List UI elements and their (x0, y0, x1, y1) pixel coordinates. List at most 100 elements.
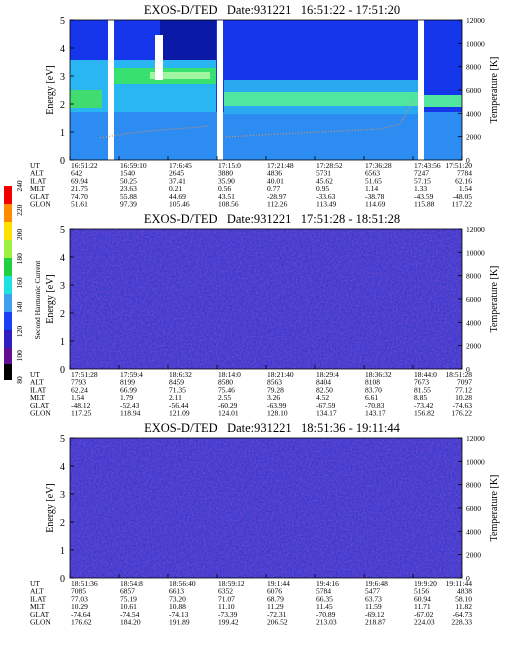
table-cell: 50.25 (120, 176, 137, 185)
table-cell: -52.43 (120, 401, 140, 410)
table-cell: 1.54 (71, 393, 84, 402)
table-cell: 0.95 (316, 184, 329, 193)
row-label: UT (30, 161, 40, 170)
table-cell: 1.54 (459, 184, 472, 193)
table-cell: 73.20 (169, 594, 186, 603)
table-cell: 128.10 (267, 409, 288, 418)
row-label: MLT (30, 184, 46, 193)
table-cell: -74.64 (71, 610, 91, 619)
y-tick-label: 1 (60, 128, 65, 139)
table-cell: 62.16 (455, 176, 472, 185)
table-cell: 228.33 (451, 618, 472, 627)
table-cell: 0.21 (169, 184, 182, 193)
table-cell: 19:6:48 (365, 579, 388, 588)
colorbar-label: Second Harmonic Current (33, 260, 42, 340)
table-cell: 58.10 (455, 594, 472, 603)
table-cell: 3.26 (267, 393, 280, 402)
y2-tick-label: 4000 (466, 527, 481, 536)
colorbar-tick-label: 200 (15, 229, 24, 241)
table-cell: -74.54 (120, 610, 140, 619)
table-cell: 642 (71, 169, 83, 178)
y-tick-label: 4 (60, 462, 65, 473)
row-label: GLAT (30, 192, 50, 201)
table-cell: 6.61 (365, 393, 378, 402)
table-cell: -60.29 (218, 401, 238, 410)
table-cell: 8459 (169, 378, 184, 387)
table-cell: 51.65 (365, 176, 382, 185)
y2-axis-label: Temperature [K] (489, 266, 500, 333)
y-tick-label: 3 (60, 490, 65, 501)
row-label: GLAT (30, 610, 50, 619)
y-tick-label: 0 (60, 365, 65, 376)
table-cell: 18:59:12 (218, 579, 245, 588)
table-cell: -28.97 (267, 192, 287, 201)
table-cell: 11.45 (316, 602, 333, 611)
table-cell: 45.62 (316, 176, 333, 185)
table-cell: 206.52 (267, 618, 288, 627)
table-cell: -48.05 (453, 192, 473, 201)
row-label: GLON (30, 618, 51, 627)
table-cell: 176.22 (451, 409, 472, 418)
table-cell: 7247 (414, 169, 429, 178)
table-cell: 68.79 (267, 594, 284, 603)
colorbar-tick-label: 180 (15, 253, 24, 265)
table-cell: -67.59 (316, 401, 336, 410)
table-cell: 11.29 (267, 602, 284, 611)
row-label: GLON (30, 409, 51, 418)
table-cell: -70.83 (365, 401, 385, 410)
table-cell: 5477 (365, 587, 380, 596)
colorbar (4, 186, 12, 380)
colorbar-tick-label: 160 (15, 277, 24, 289)
table-cell: 63.73 (365, 594, 382, 603)
table-cell: 77.03 (71, 594, 88, 603)
table-cell: 18:14:0 (218, 370, 241, 379)
y-tick-label: 5 (60, 16, 65, 27)
table-cell: 134.17 (316, 409, 337, 418)
y2-axis-label: Temperature [K] (489, 57, 500, 124)
spectrogram (70, 229, 462, 369)
table-cell: 17:51:28 (71, 370, 98, 379)
colorbar-tick-label: 140 (15, 301, 24, 313)
table-cell: 71.35 (169, 385, 186, 394)
row-label: GLON (30, 200, 51, 209)
table-cell: 4838 (457, 587, 472, 596)
table-cell: 16:51:22 (71, 161, 98, 170)
table-cell: 57.15 (414, 176, 431, 185)
table-cell: 17:36:28 (365, 161, 392, 170)
table-cell: 18:44:0 (414, 370, 437, 379)
table-cell: 17:21:48 (267, 161, 294, 170)
table-cell: 6352 (218, 587, 233, 596)
y2-tick-label: 10000 (466, 457, 485, 466)
y2-tick-label: 8000 (466, 272, 481, 281)
table-cell: 18:51:36 (71, 579, 98, 588)
table-cell: 7784 (457, 169, 472, 178)
table-cell: 184.20 (120, 618, 141, 627)
y-tick-label: 3 (60, 281, 65, 292)
y2-tick-label: 6000 (466, 86, 481, 95)
table-cell: 124.01 (218, 409, 239, 418)
table-cell: 113.49 (316, 200, 337, 209)
table-cell: 115.88 (414, 200, 435, 209)
y2-tick-label: 10000 (466, 39, 485, 48)
row-label: ILAT (30, 176, 47, 185)
table-cell: 77.12 (455, 385, 472, 394)
table-cell: 8108 (365, 378, 380, 387)
table-cell: 191.89 (169, 618, 190, 627)
y-tick-label: 1 (60, 337, 65, 348)
table-cell: 23.63 (120, 184, 137, 193)
table-cell: 44.69 (169, 192, 186, 201)
y2-axis-label: Temperature [K] (489, 475, 500, 542)
table-cell: -74.63 (453, 401, 473, 410)
y-tick-label: 5 (60, 434, 65, 445)
table-cell: -38.78 (365, 192, 385, 201)
table-cell: 0.77 (267, 184, 280, 193)
table-cell: 17:15:0 (218, 161, 241, 170)
table-cell: 19:4:16 (316, 579, 339, 588)
table-cell: 7673 (414, 378, 429, 387)
y-tick-label: 2 (60, 518, 65, 529)
table-cell: 71.07 (218, 594, 235, 603)
table-cell: 19:11:44 (446, 579, 473, 588)
y-axis-label: Energy [eV] (45, 483, 56, 533)
row-label: MLT (30, 602, 46, 611)
table-cell: 213.03 (316, 618, 337, 627)
